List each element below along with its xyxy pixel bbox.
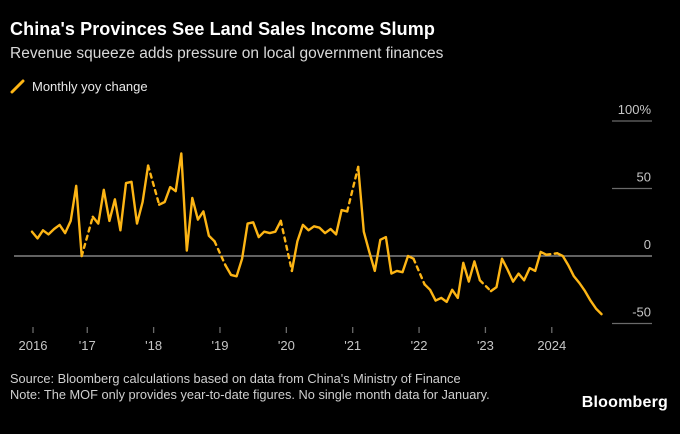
data-line-segment — [556, 252, 603, 316]
x-axis-label: 2024 — [537, 338, 566, 353]
data-line-segment — [30, 184, 83, 258]
y-axis-label: 50 — [637, 170, 651, 185]
data-line-segment — [290, 208, 349, 273]
x-axis-label: 2016 — [19, 338, 48, 353]
page-title: China's Provinces See Land Sales Income … — [10, 19, 435, 39]
data-line-gap-dashed — [80, 215, 94, 258]
x-axis-label: '23 — [477, 338, 494, 353]
data-line-segment — [224, 219, 282, 278]
data-line-gap-dashed — [412, 257, 426, 286]
data-line-gap-dashed — [346, 165, 360, 213]
y-axis-label: 100% — [618, 102, 652, 117]
x-axis-label: '21 — [344, 338, 361, 353]
source-line: Source: Bloomberg calculations based on … — [10, 371, 461, 386]
data-line-gap-dashed — [146, 164, 161, 206]
data-line-segment — [423, 260, 482, 304]
x-axis-label: '22 — [411, 338, 428, 353]
legend-label: Monthly yoy change — [32, 79, 148, 94]
bloomberg-logo: Bloomberg — [581, 394, 668, 411]
data-line-segment — [158, 152, 216, 252]
footnotes: Source: Bloomberg calculations based on … — [10, 371, 510, 403]
data-line-segment — [489, 250, 548, 293]
x-axis-label: '18 — [145, 338, 162, 353]
chart-subtitle: Revenue squeeze adds pressure on local g… — [10, 45, 444, 62]
x-axis-label: '17 — [79, 338, 96, 353]
data-line-gap-dashed — [545, 252, 559, 256]
data-line-segment — [357, 165, 415, 275]
note-line: Note: The MOF only provides year-to-date… — [10, 387, 490, 402]
data-line-segment — [91, 164, 150, 232]
x-axis-label: '20 — [278, 338, 295, 353]
legend-slash-icon — [10, 79, 25, 94]
data-line-gap-dashed — [213, 240, 227, 267]
y-axis-label: 0 — [644, 237, 651, 252]
data-line-gap-dashed — [478, 279, 493, 293]
legend: Monthly yoy change — [10, 79, 148, 94]
x-axis-label: '19 — [212, 338, 229, 353]
y-axis-label: -50 — [632, 305, 651, 320]
data-line-gap-dashed — [279, 219, 294, 273]
